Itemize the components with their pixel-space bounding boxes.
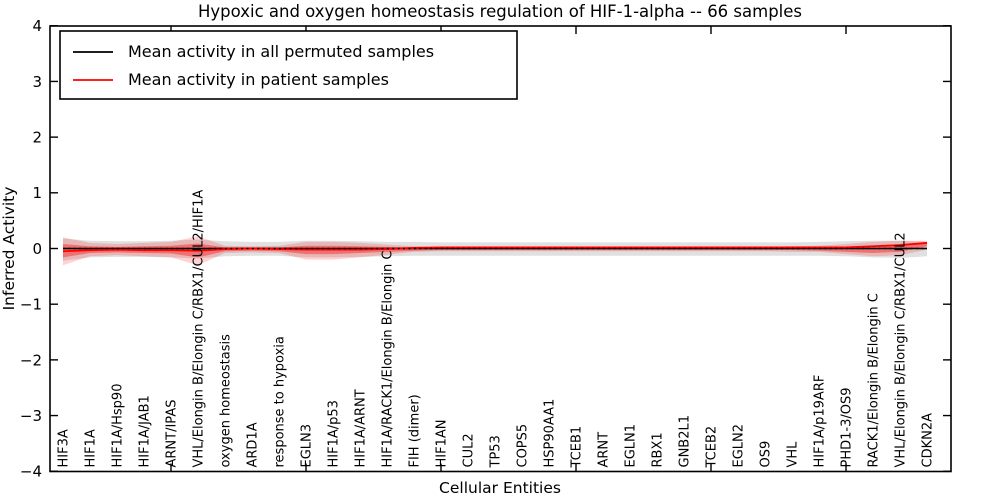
x-tick-label: CUL2 — [461, 433, 476, 467]
x-tick-label-layer: HIF3A HIF1A HIF1A/Hsp90 HIF1A/JAB1 ARNT/IPAS… — [56, 190, 935, 469]
x-tick-label: CDKN2A — [920, 413, 935, 468]
x-tick-label: EGLN3 — [299, 424, 314, 468]
x-tick-label: PHD1-3/OS9 — [839, 388, 854, 468]
x-tick-label: RBX1 — [650, 432, 665, 467]
x-tick-label: HIF1A/Hsp90 — [110, 384, 125, 468]
x-tick-label: TCEB2 — [704, 426, 719, 469]
plot-border — [49, 25, 952, 473]
permuted-std-band — [63, 238, 927, 261]
y-tick-label-layer: 4 3 2 1 0 −1 −2 −3 −4 — [20, 17, 42, 481]
x-tick-label: RACK1/Elongin B/Elongin C — [866, 293, 881, 467]
line-layer — [62, 242, 928, 253]
x-tick-label: ARNT — [596, 432, 611, 468]
y-tick-label: −4 — [20, 463, 42, 481]
x-tick-label: HIF1A/RACK1/Elongin B/Elongin C — [380, 251, 395, 468]
x-tick-label: HSP90AA1 — [542, 399, 557, 468]
patient-std-band-inner — [63, 241, 927, 258]
patient-std-band-outer — [63, 236, 927, 266]
x-tick-label: GNB2L1 — [677, 415, 692, 468]
x-tick-label: TP53 — [488, 435, 503, 468]
chart-title: Hypoxic and oxygen homeostasis regulatio… — [198, 2, 802, 21]
x-tick-label: VHL/Elongin B/Elongin C/RBX1/CUL2/HIF1A — [191, 190, 206, 468]
x-tick-label: OS9 — [758, 441, 773, 468]
y-tick-label: 3 — [32, 73, 42, 91]
y-tick-label: −2 — [20, 351, 42, 369]
x-axis-label: Cellular Entities — [439, 479, 561, 497]
y-tick-label: 2 — [32, 129, 42, 147]
y-tick-label: 4 — [32, 17, 42, 35]
x-tick-label: oxygen homeostasis — [218, 334, 233, 468]
x-tick-label: FIH (dimer) — [407, 394, 422, 467]
y-tick-label: 0 — [32, 240, 42, 258]
y-tick-label: −1 — [20, 296, 42, 314]
x-tick-label: HIF1A/p53 — [326, 400, 341, 467]
y-axis-label: Inferred Activity — [0, 187, 18, 311]
legend-box — [59, 30, 518, 100]
x-tick-label: HIF3A — [56, 429, 71, 467]
x-tick-label: VHL/Elongin B/Elongin C/RBX1/CUL2 — [893, 232, 908, 467]
y-tick-label: −3 — [20, 407, 42, 425]
legend: Mean activity in all permuted samples Me… — [59, 30, 518, 100]
x-tick-label: HIF1A — [83, 429, 98, 467]
x-tick-label: HIF1AN — [434, 420, 449, 468]
x-tick-label: EGLN1 — [623, 424, 638, 468]
x-tick-label: ARNT/IPAS — [164, 400, 179, 468]
x-tick-label: COPS5 — [515, 424, 530, 468]
x-tick-label: ARD1A — [245, 422, 260, 467]
x-tick-label: EGLN2 — [731, 424, 746, 468]
patient-mean-line — [62, 242, 928, 253]
x-tick-label: response to hypoxia — [272, 336, 287, 467]
x-tick-label: HIF1A/p19ARF — [812, 375, 827, 468]
legend-label-patient: Mean activity in patient samples — [128, 70, 389, 89]
x-tick-label: HIF1A/JAB1 — [137, 395, 152, 467]
x-tick-label: TCEB1 — [569, 426, 584, 469]
x-tick-label: VHL — [785, 441, 800, 468]
legend-label-permuted: Mean activity in all permuted samples — [128, 42, 434, 61]
y-tick-label: 1 — [32, 184, 42, 202]
band-layer — [63, 236, 927, 266]
x-tick-label: HIF1A/ARNT — [353, 389, 368, 467]
